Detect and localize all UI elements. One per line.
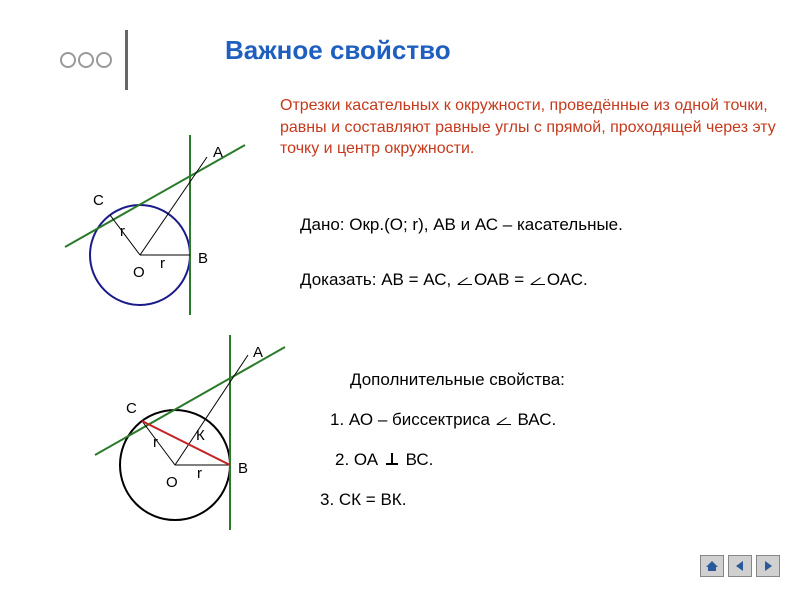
- prove-a1: ОАВ =: [474, 270, 524, 289]
- svg-text:А: А: [213, 144, 223, 161]
- svg-text:О: О: [166, 474, 178, 491]
- p1-prefix: 1. АО – биссектриса: [330, 410, 490, 429]
- prove-prefix: Доказать: АВ = АС,: [300, 270, 451, 289]
- svg-text:К: К: [196, 427, 205, 444]
- figure-2: А В С О Кr r: [90, 335, 320, 535]
- next-icon: [762, 560, 774, 572]
- p2-prefix: 2. ОА: [335, 450, 378, 469]
- property-2: 2. ОА ВС.: [335, 450, 433, 470]
- p2-suffix: ВС.: [406, 450, 434, 469]
- header-divider: [125, 30, 128, 90]
- prev-icon: [734, 560, 746, 572]
- theorem-text: Отрезки касательных к окружности, провед…: [280, 95, 790, 160]
- extra-title: Дополнительные свойства:: [350, 370, 565, 390]
- prove-text: Доказать: АВ = АС, ОАВ = ОАС.: [300, 270, 588, 290]
- angle-icon: [458, 275, 472, 285]
- angle-icon: [497, 415, 511, 425]
- property-1: 1. АО – биссектриса ВАС.: [330, 410, 556, 430]
- figure-1: А В С Оr r: [55, 135, 285, 315]
- svg-text:r: r: [160, 255, 165, 272]
- page-title: Важное свойство: [225, 35, 451, 66]
- nav-home-button[interactable]: [700, 555, 724, 577]
- svg-text:r: r: [197, 465, 202, 482]
- p1-suffix: ВАС.: [517, 410, 556, 429]
- nav-prev-button[interactable]: [728, 555, 752, 577]
- home-icon: [705, 560, 719, 572]
- svg-text:С: С: [93, 192, 104, 209]
- svg-text:В: В: [198, 250, 208, 267]
- perpendicular-icon: [386, 453, 398, 465]
- svg-text:С: С: [126, 400, 137, 417]
- prove-a2: ОАС.: [547, 270, 588, 289]
- angle-icon: [531, 275, 545, 285]
- svg-text:В: В: [238, 460, 248, 477]
- nav-next-button[interactable]: [756, 555, 780, 577]
- svg-text:А: А: [253, 344, 263, 361]
- svg-text:О: О: [133, 264, 145, 281]
- svg-text:r: r: [153, 434, 158, 451]
- given-text: Дано: Окр.(О; r), АВ и АС – касательные.: [300, 215, 623, 235]
- property-3: 3. СК = ВК.: [320, 490, 406, 510]
- svg-text:r: r: [120, 223, 125, 240]
